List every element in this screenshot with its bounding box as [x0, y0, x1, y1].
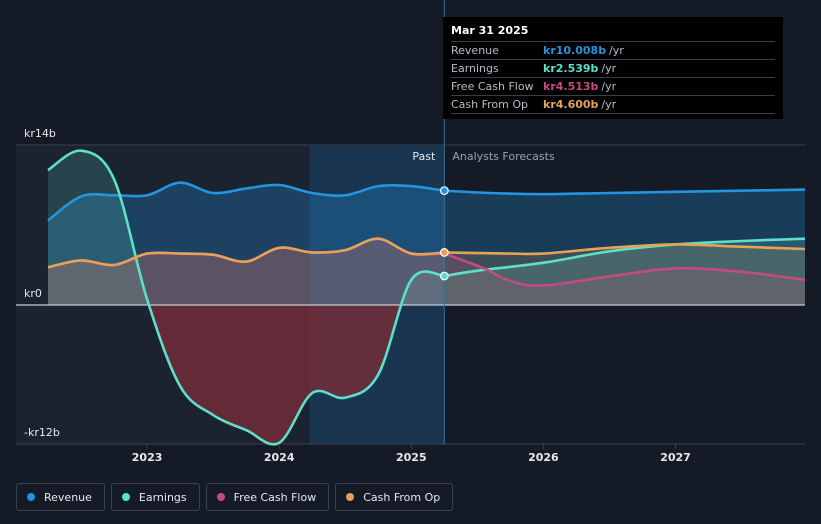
revenue-forecast-line [444, 188, 806, 196]
series-markers [439, 186, 449, 281]
tooltip-date: Mar 31 2025 [451, 23, 775, 42]
tooltip-unit: /yr [601, 98, 617, 111]
x-tick-label: 2025 [396, 451, 427, 464]
legend-label: Cash From Op [363, 490, 441, 504]
tooltip-row-free-cash-flow: Free Cash Flow kr4.513b /yr [451, 78, 775, 96]
past-label: Past [412, 150, 436, 163]
earnings-forecast-line [444, 237, 806, 278]
tooltip-label: Earnings [451, 62, 499, 75]
tooltip-value: kr10.008b [543, 44, 607, 57]
legend-item-cash-from-op[interactable]: Cash From Op [335, 483, 454, 511]
forecast-label: Analysts Forecasts [452, 150, 555, 163]
earnings-past-line [47, 149, 445, 446]
series-areas [48, 150, 805, 445]
tooltip-value: kr2.539b [543, 62, 599, 75]
y-tick-label: kr14b [24, 127, 56, 140]
tooltip-row-revenue: Revenue kr10.008b /yr [451, 42, 775, 60]
free-cash-flow-dot-icon [216, 493, 225, 501]
tooltip-value: kr4.513b [543, 80, 599, 93]
y-tick-label: -kr12b [24, 426, 60, 439]
legend-label: Earnings [138, 490, 187, 504]
tooltip-label: Revenue [451, 44, 499, 57]
cash-from-op-forecast-line [444, 243, 806, 256]
x-axis: 2023 2024 2025 2026 2027 [132, 444, 691, 464]
tooltip-label: Cash From Op [451, 98, 529, 111]
legend-label: Revenue [44, 490, 92, 504]
tooltip-label: Free Cash Flow [451, 80, 534, 93]
tooltip-unit: /yr [609, 44, 624, 57]
tooltip-row-earnings: Earnings kr2.539b /yr [451, 60, 775, 78]
x-tick-label: 2024 [264, 451, 295, 464]
series-lines [47, 149, 806, 446]
cash-from-op-dot-icon [346, 493, 355, 501]
tooltip-unit: /yr [601, 80, 617, 93]
cash-from-op-marker [439, 248, 449, 257]
revenue-marker [439, 186, 449, 196]
cash-from-op-past-line [47, 237, 445, 269]
legend: Revenue Earnings Free Cash Flow Cash Fro… [16, 483, 454, 511]
legend-item-earnings[interactable]: Earnings [110, 483, 200, 511]
tooltip: Mar 31 2025 Revenue kr10.008b /yr Earnin… [443, 17, 783, 119]
y-tick-label: kr0 [24, 287, 42, 300]
legend-item-free-cash-flow[interactable]: Free Cash Flow [205, 483, 330, 511]
revenue-past-line [47, 181, 445, 222]
x-tick-label: 2026 [528, 451, 559, 464]
tooltip-row-cash-from-op: Cash From Op kr4.600b /yr [451, 96, 775, 114]
x-tick-label: 2027 [660, 451, 691, 464]
earnings-negative-area [48, 305, 445, 444]
x-tick-label: 2023 [132, 451, 163, 464]
legend-item-revenue[interactable]: Revenue [16, 483, 105, 511]
revenue-dot-icon [27, 493, 35, 501]
earnings-marker [439, 271, 449, 281]
tooltip-value: kr4.600b [543, 98, 599, 111]
y-axis: kr14b kr0 -kr12b [24, 127, 60, 439]
legend-label: Free Cash Flow [233, 490, 317, 504]
tooltip-unit: /yr [601, 62, 617, 75]
earnings-dot-icon [121, 493, 130, 501]
free-cash-flow-forecast-line [443, 252, 806, 288]
